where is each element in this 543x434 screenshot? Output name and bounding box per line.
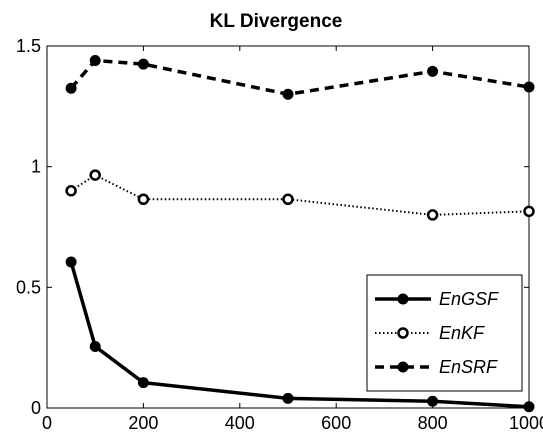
data-point-engsf	[137, 377, 149, 389]
legend-label-enkf: EnKF	[439, 323, 485, 343]
y-tick-label: 1.5	[16, 36, 41, 56]
data-point-ensrf	[282, 88, 294, 100]
y-tick-label: 1	[31, 157, 41, 177]
legend-label-engsf: EnGSF	[439, 289, 499, 309]
data-point-ensrf	[137, 58, 149, 70]
series-line-ensrf	[69, 58, 530, 97]
data-point-ensrf	[65, 82, 77, 94]
data-point-engsf	[427, 395, 439, 407]
x-tick-label: 600	[321, 413, 351, 433]
series-line-enkf	[70, 174, 530, 216]
x-tick-label: 0	[42, 413, 52, 433]
data-point-engsf	[65, 256, 77, 268]
legend-marker-ensrf	[397, 361, 409, 373]
data-point-engsf	[282, 392, 294, 404]
data-point-engsf	[523, 401, 535, 413]
series-line-engsf	[69, 261, 530, 409]
x-tick-label: 400	[225, 413, 255, 433]
legend-marker-enkf	[397, 327, 409, 339]
data-point-ensrf	[523, 81, 535, 93]
data-point-enkf	[137, 193, 150, 205]
legend-marker-engsf	[397, 293, 409, 305]
legend-label-ensrf: EnSRF	[439, 357, 498, 377]
data-point-engsf	[89, 340, 101, 352]
x-tick-label: 800	[418, 413, 448, 433]
data-point-enkf	[426, 209, 439, 221]
x-tick-label: 200	[128, 413, 158, 433]
legend-box	[366, 274, 523, 392]
data-point-ensrf	[89, 54, 101, 66]
data-point-ensrf	[427, 65, 439, 77]
data-point-enkf	[89, 169, 101, 181]
chart-title: KL Divergence	[210, 11, 343, 32]
axes-box	[46, 45, 530, 409]
y-tick-label: 0	[31, 398, 41, 418]
y-tick-label: 0.5	[16, 277, 41, 297]
data-point-enkf	[65, 185, 77, 197]
data-point-enkf	[282, 193, 294, 205]
data-point-enkf	[523, 205, 535, 218]
